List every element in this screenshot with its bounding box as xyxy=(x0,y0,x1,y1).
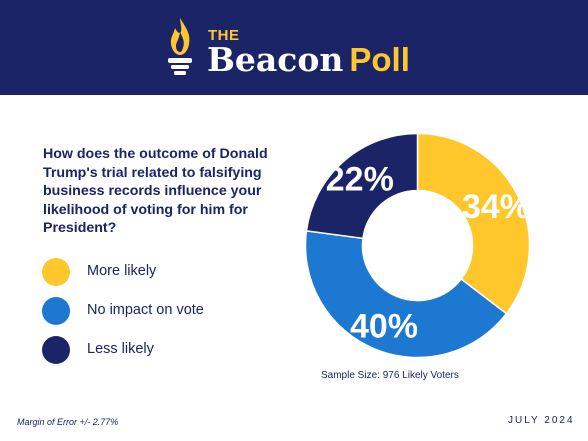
slice-no-impact xyxy=(304,230,508,359)
data-label-more-likely: 34% xyxy=(462,188,530,226)
torch-icon xyxy=(168,18,192,75)
donut-chart: 34% 40% 22% xyxy=(304,132,531,359)
data-label-less-likely: 22% xyxy=(326,161,394,199)
legend-swatch xyxy=(42,297,70,325)
legend-label: Less likely xyxy=(87,341,154,357)
slice-less-likely xyxy=(305,132,419,240)
legend-item-no-impact: No impact on vote xyxy=(42,297,272,336)
brand-poll: Poll xyxy=(349,41,410,78)
legend-swatch xyxy=(42,258,70,286)
brand-the: THE xyxy=(208,27,240,44)
brand-logo: THE Beacon Poll xyxy=(160,14,430,80)
poll-date: JULY 2024 xyxy=(508,415,575,426)
legend-label: More likely xyxy=(87,263,157,279)
sample-size: Sample Size: 976 Likely Voters xyxy=(321,370,459,381)
slice-more-likely xyxy=(416,132,531,315)
legend-label: No impact on vote xyxy=(87,302,204,318)
legend-item-more-likely: More likely xyxy=(42,258,272,297)
header-banner: THE Beacon Poll xyxy=(0,0,588,95)
brand-name: Beacon Poll xyxy=(207,40,410,80)
margin-of-error: Margin of Error +/- 2.77% xyxy=(17,417,119,427)
data-label-no-impact: 40% xyxy=(350,307,418,345)
legend-swatch xyxy=(42,336,70,364)
poll-question: How does the outcome of Donald Trump's t… xyxy=(43,146,268,237)
chart-legend: More likely No impact on vote Less likel… xyxy=(42,258,272,375)
legend-item-less-likely: Less likely xyxy=(42,336,272,375)
brand-beacon: Beacon xyxy=(207,40,344,79)
